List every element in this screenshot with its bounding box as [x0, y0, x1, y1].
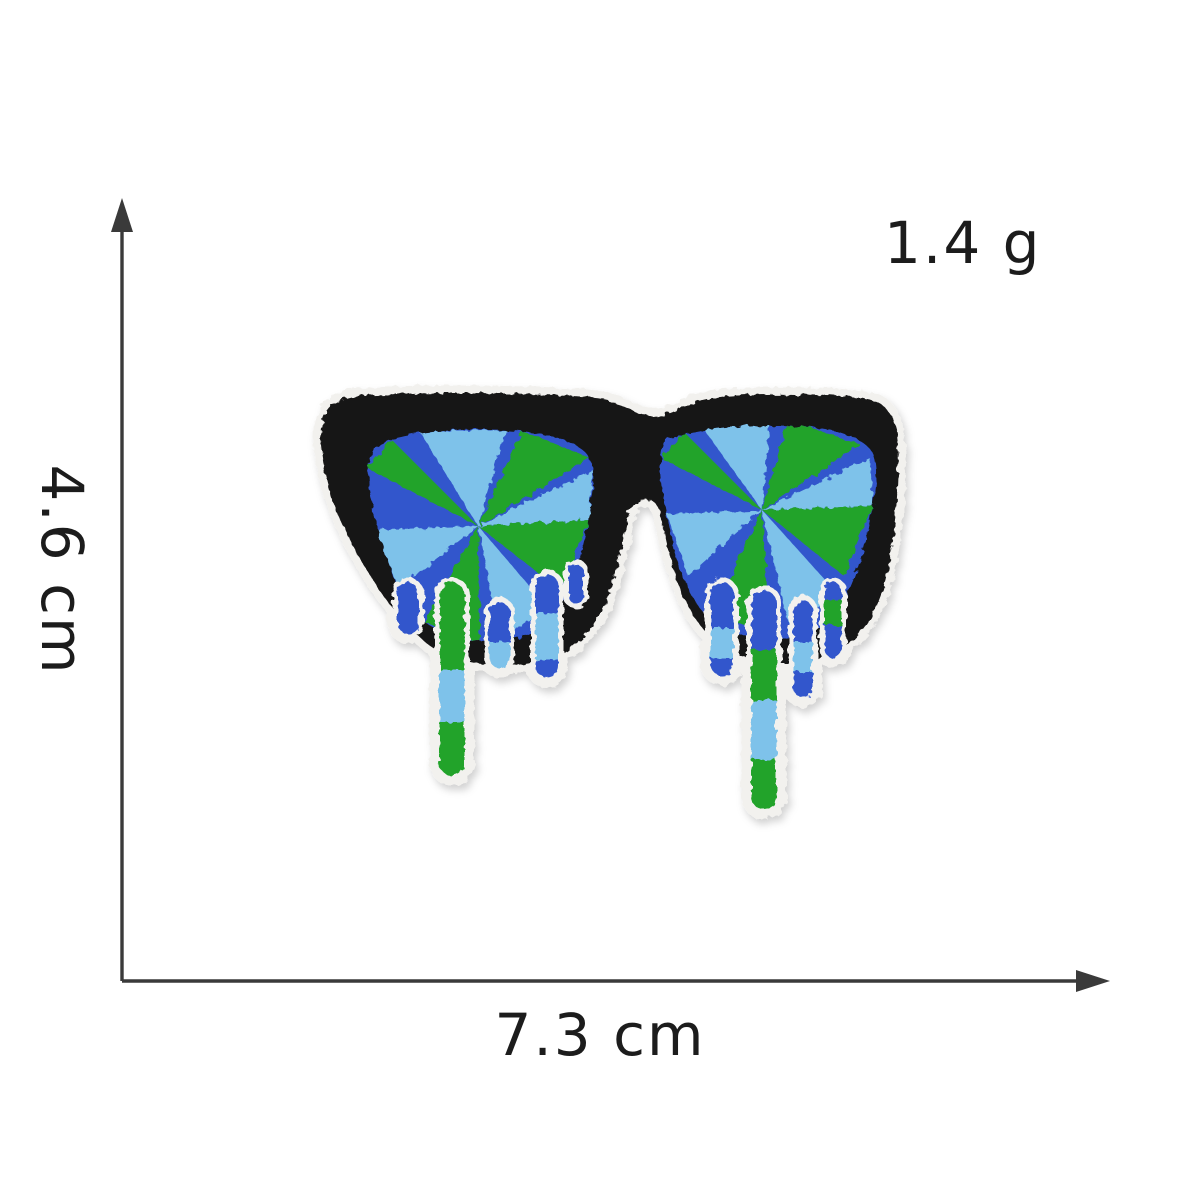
- drip-left-4: [530, 569, 564, 683]
- drip-right-2-long: [746, 585, 782, 815]
- drip-left-5-stub: [563, 559, 589, 609]
- drip-left-1: [392, 577, 424, 639]
- height-label: 4.6 cm: [28, 464, 96, 676]
- dimension-arrows: [111, 198, 1110, 992]
- drip-right-4: [819, 577, 847, 663]
- weight-label: 1.4 g: [884, 209, 1042, 277]
- drip-left-3: [484, 597, 515, 673]
- patch-drips: [392, 559, 847, 815]
- width-label: 7.3 cm: [494, 1001, 706, 1069]
- drip-right-1: [705, 577, 739, 681]
- drip-left-2-long: [434, 577, 470, 781]
- drip-right-3: [788, 595, 818, 703]
- up-arrowhead-icon: [111, 198, 133, 232]
- right-arrowhead-icon: [1076, 970, 1110, 992]
- sunglasses-patch: [313, 385, 906, 820]
- lens-left-pattern: [368, 430, 593, 641]
